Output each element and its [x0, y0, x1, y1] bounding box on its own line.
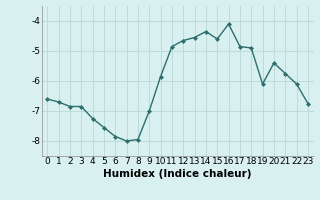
X-axis label: Humidex (Indice chaleur): Humidex (Indice chaleur)	[103, 169, 252, 179]
